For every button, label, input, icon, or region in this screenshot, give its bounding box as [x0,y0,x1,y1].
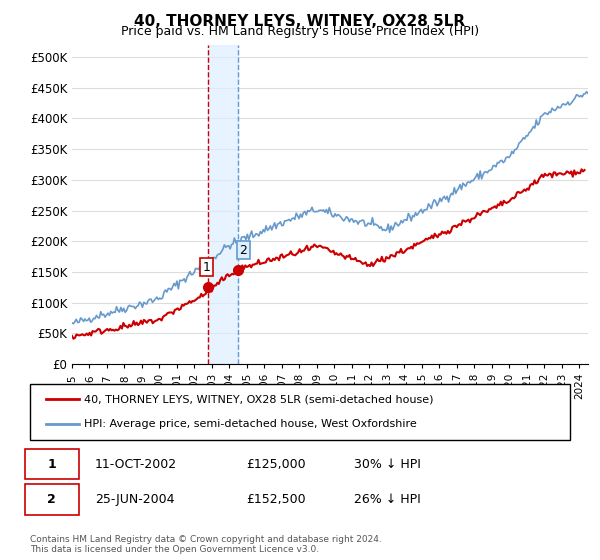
FancyBboxPatch shape [30,384,570,440]
Bar [208,45,238,364]
FancyBboxPatch shape [25,484,79,515]
Text: Price paid vs. HM Land Registry's House Price Index (HPI): Price paid vs. HM Land Registry's House … [121,25,479,38]
Text: 1: 1 [47,458,56,471]
Text: Contains HM Land Registry data © Crown copyright and database right 2024.
This d: Contains HM Land Registry data © Crown c… [30,535,382,554]
Text: HPI: Average price, semi-detached house, West Oxfordshire: HPI: Average price, semi-detached house,… [84,419,417,429]
Text: 2: 2 [47,493,56,506]
Text: 2: 2 [239,244,247,257]
Text: £152,500: £152,500 [246,493,305,506]
Text: 1: 1 [202,261,210,274]
Text: 30% ↓ HPI: 30% ↓ HPI [354,458,421,471]
Text: 11-OCT-2002: 11-OCT-2002 [95,458,177,471]
Text: 40, THORNEY LEYS, WITNEY, OX28 5LR: 40, THORNEY LEYS, WITNEY, OX28 5LR [134,14,466,29]
Text: £125,000: £125,000 [246,458,305,471]
Text: 25-JUN-2004: 25-JUN-2004 [95,493,175,506]
Text: 26% ↓ HPI: 26% ↓ HPI [354,493,421,506]
FancyBboxPatch shape [25,449,79,479]
Text: 40, THORNEY LEYS, WITNEY, OX28 5LR (semi-detached house): 40, THORNEY LEYS, WITNEY, OX28 5LR (semi… [84,394,433,404]
